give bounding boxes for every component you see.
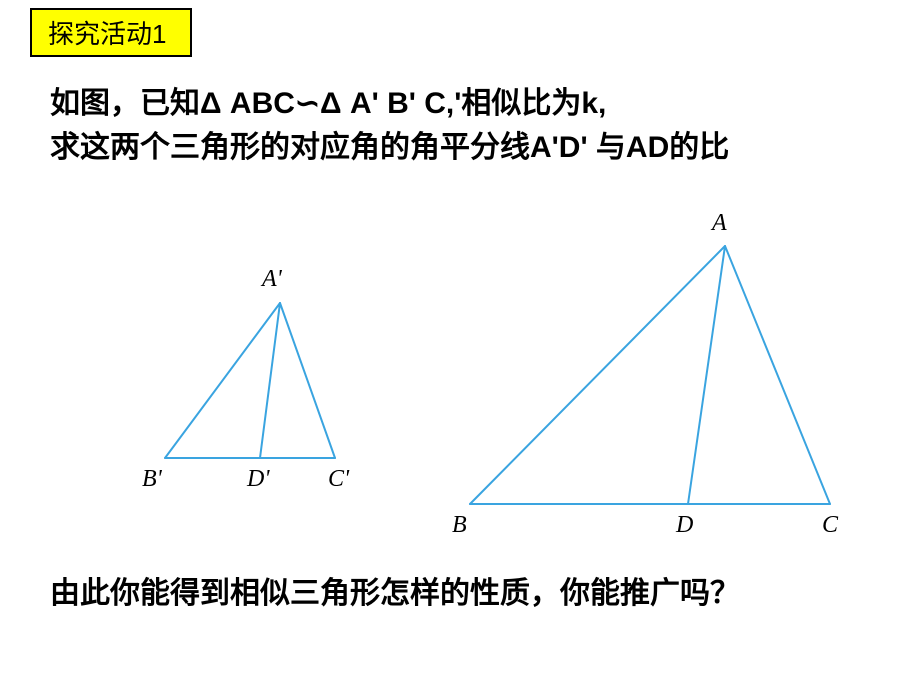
- label-b-prime: B': [142, 466, 162, 493]
- label-b: B: [452, 512, 467, 539]
- conclusion-text: 由此你能得到相似三角形怎样的性质，你能推广吗？: [50, 577, 740, 610]
- triangle-abc: Δ ABC: [200, 87, 295, 120]
- diagram-area: A' B' D' C' A B D C: [0, 218, 920, 558]
- similar-symbol: ∽: [295, 87, 320, 120]
- label-c-prime: C': [328, 466, 349, 493]
- activity-title: 探究活动1: [48, 19, 166, 49]
- large-triangle-svg: [445, 216, 865, 536]
- problem-statement: 如图，已知Δ ABC∽Δ A' B' C,'相似比为k, 求这两个三角形的对应角…: [50, 82, 870, 169]
- conclusion-question: 由此你能得到相似三角形怎样的性质，你能推广吗？: [50, 572, 870, 616]
- small-triangle-svg: [145, 273, 395, 483]
- label-d: D: [676, 512, 693, 539]
- label-a-prime: A': [262, 266, 282, 293]
- problem-prefix: 如图，已知: [50, 87, 200, 120]
- triangle-abc-prime: Δ A' B' C,': [320, 87, 461, 120]
- label-c: C: [822, 512, 838, 539]
- activity-title-box: 探究活动1: [30, 8, 192, 57]
- problem-suffix: 相似比为k,: [461, 87, 606, 120]
- problem-line2: 求这两个三角形的对应角的角平分线A'D' 与AD的比: [50, 131, 729, 164]
- label-a: A: [712, 210, 727, 237]
- label-d-prime: D': [247, 466, 269, 493]
